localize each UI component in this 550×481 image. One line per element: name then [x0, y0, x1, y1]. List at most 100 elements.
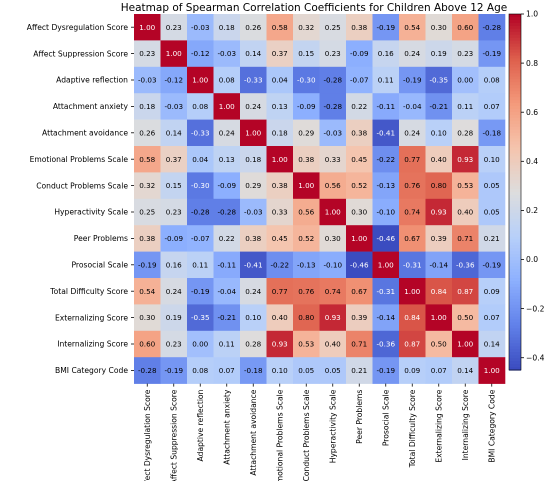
heatmap-cell	[134, 225, 161, 252]
cell-value-label: -0.41	[376, 128, 395, 137]
cell-value-label: 0.22	[219, 234, 235, 243]
colorbar-segment	[509, 94, 521, 98]
cell-value-label: -0.19	[482, 49, 501, 58]
heatmap-cell	[372, 146, 400, 173]
heatmap-cell	[240, 146, 267, 173]
cell-value-label: 1.00	[378, 260, 394, 269]
heatmap-cell	[293, 14, 320, 41]
colorbar-segment	[509, 248, 521, 252]
heatmap-cell	[293, 93, 320, 120]
cell-value-label: 0.24	[219, 128, 235, 137]
cell-value-label: 0.30	[325, 234, 341, 243]
heatmap-cell	[452, 40, 479, 68]
cell-value-label: 0.93	[431, 208, 447, 217]
cell-value-label: 0.18	[139, 102, 155, 111]
colorbar-tick-label: −0.4	[526, 353, 545, 362]
heatmap-cell	[213, 119, 241, 147]
heatmap-cell	[293, 357, 320, 384]
cell-value-label: 0.33	[325, 155, 341, 164]
colorbar-segment	[509, 123, 521, 128]
colorbar-segment	[509, 117, 521, 122]
heatmap-cell	[240, 330, 267, 358]
cell-value-label: 0.00	[192, 340, 208, 349]
colorbar-segment	[509, 58, 521, 63]
colorbar-segment	[509, 236, 521, 241]
cell-value-label: 0.28	[245, 340, 261, 349]
cell-value-label: -0.46	[350, 260, 369, 269]
colorbar-segment	[509, 14, 521, 18]
cell-value-label: -0.19	[376, 23, 395, 32]
colorbar-segment	[509, 254, 521, 258]
heatmap-cell	[319, 278, 347, 305]
cell-value-label: -0.30	[297, 76, 316, 85]
heatmap-cell	[372, 198, 400, 226]
colorbar-segment	[509, 126, 521, 131]
cell-value-label: 0.53	[457, 181, 473, 190]
cell-value-label: 0.56	[298, 208, 314, 217]
heatmap-cell	[160, 146, 188, 173]
cell-value-label: -0.14	[429, 260, 448, 269]
colorbar-segment	[509, 346, 521, 350]
cell-value-label: 0.80	[298, 313, 314, 322]
heatmap-cell	[372, 40, 400, 68]
heatmap-cell	[293, 146, 320, 173]
heatmap-cell	[266, 119, 294, 147]
cell-value-label: 1.00	[351, 234, 367, 243]
heatmap-cell	[160, 14, 188, 41]
cell-value-label: -0.22	[376, 155, 395, 164]
cell-value-label: -0.28	[191, 208, 210, 217]
colorbar-segment	[509, 227, 521, 232]
x-tick-label: Attachment anxiety	[222, 389, 231, 465]
colorbar-segment	[509, 349, 521, 353]
heatmap-cell	[187, 146, 214, 173]
colorbar-segment	[509, 361, 521, 365]
heatmap-cell	[346, 278, 373, 305]
heatmap-cell	[160, 66, 188, 94]
heatmap-cell	[187, 357, 214, 384]
heatmap-cell	[372, 119, 400, 147]
cell-value-label: -0.28	[482, 23, 501, 32]
heatmap-cell	[425, 119, 453, 147]
cell-value-label: 0.11	[457, 102, 473, 111]
cell-value-label: 0.76	[298, 287, 314, 296]
colorbar-segment	[509, 215, 521, 220]
heatmap-cell	[187, 278, 214, 305]
heatmap-cell	[213, 40, 241, 68]
colorbar-segment	[509, 364, 521, 368]
cell-value-label: -0.09	[164, 234, 183, 243]
cell-value-label: -0.31	[403, 260, 422, 269]
heatmap-cell	[266, 357, 294, 384]
heatmap-cell	[399, 304, 426, 332]
heatmap-cell	[452, 330, 479, 358]
x-tick-label: Externalizing Score	[434, 389, 443, 462]
cell-value-label: 0.14	[457, 366, 473, 375]
colorbar-segment	[509, 233, 521, 238]
cell-value-label: 0.11	[192, 260, 208, 269]
y-tick-label: Emotional Problems Scale	[30, 155, 129, 164]
colorbar-segment	[509, 186, 521, 190]
colorbar-segment	[509, 49, 521, 54]
cell-value-label: 0.22	[351, 102, 367, 111]
heatmap-cell	[399, 14, 426, 41]
cell-value-label: 0.23	[166, 23, 182, 32]
colorbar-segment	[509, 40, 521, 45]
cell-value-label: 0.09	[484, 287, 500, 296]
cell-value-label: 0.40	[457, 208, 473, 217]
heatmap-cell	[399, 40, 426, 68]
cell-value-label: 1.00	[245, 128, 261, 137]
x-tick-label: Prosocial Scale	[381, 389, 390, 446]
colorbar-segment	[509, 212, 521, 217]
cell-value-label: 0.32	[139, 181, 155, 190]
cell-value-label: 0.39	[431, 234, 447, 243]
colorbar-segment	[509, 224, 521, 229]
cell-value-label: 0.52	[351, 181, 367, 190]
cell-value-label: -0.21	[217, 313, 236, 322]
colorbar-segment	[509, 37, 521, 42]
cell-value-label: 0.07	[219, 366, 235, 375]
colorbar-segment	[509, 221, 521, 226]
heatmap-cell	[187, 251, 214, 279]
heatmap-cell	[293, 251, 320, 279]
cell-value-label: -0.19	[403, 76, 422, 85]
heatmap-cell	[346, 66, 373, 94]
x-tick-label: Adaptive reflection	[196, 389, 205, 461]
